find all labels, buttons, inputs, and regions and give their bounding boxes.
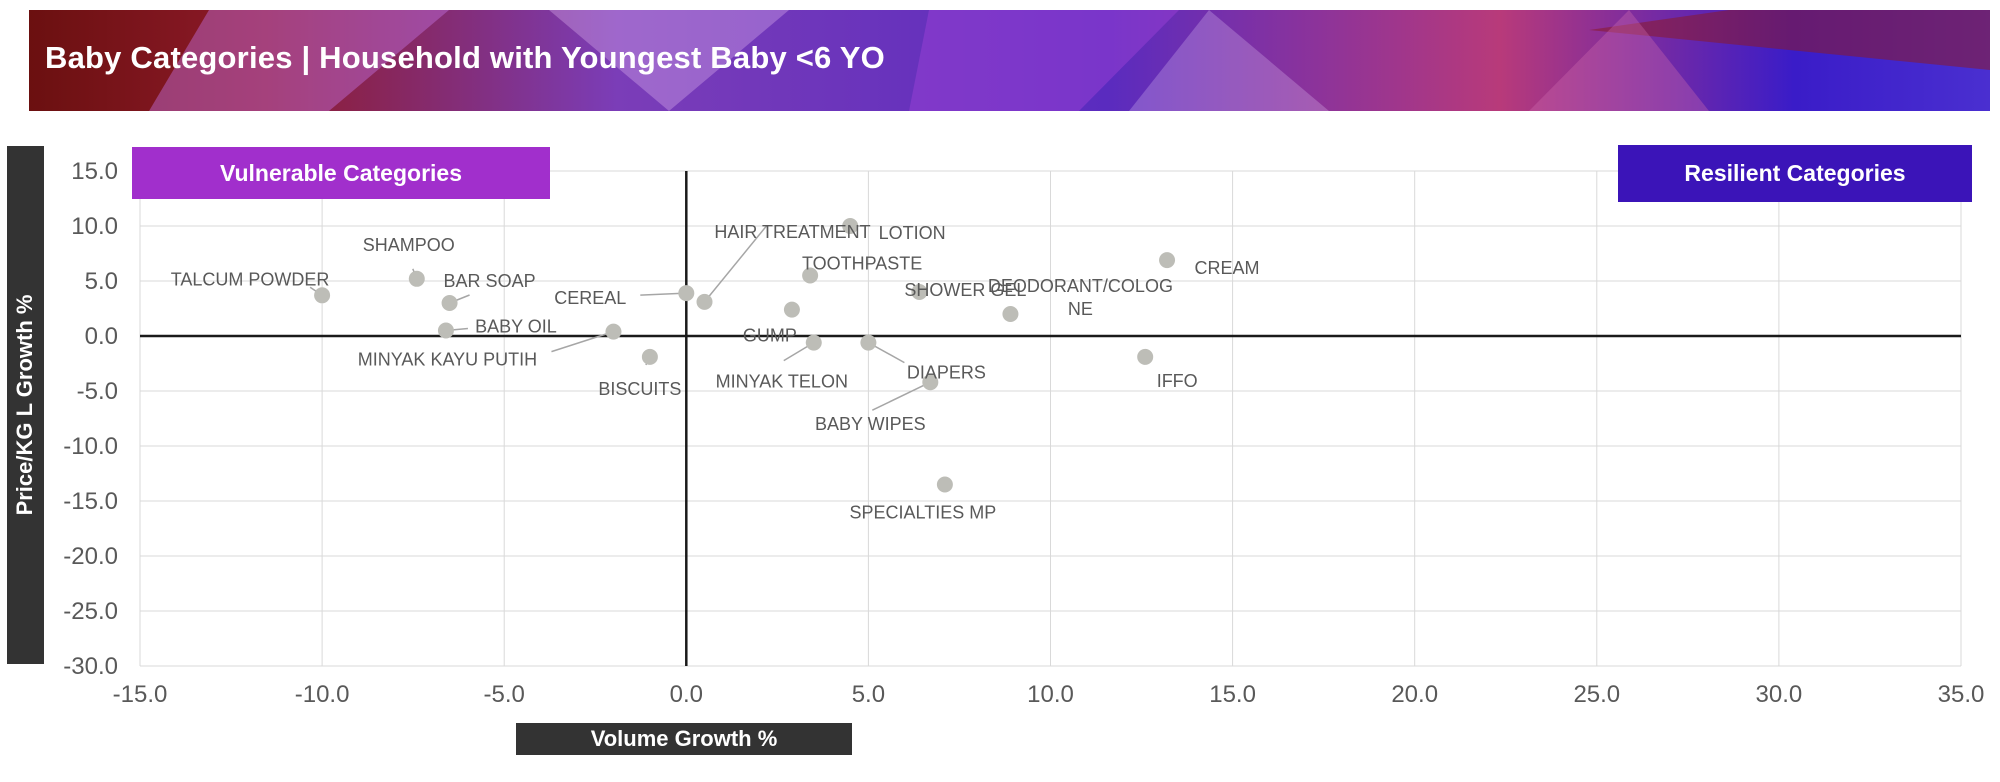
data-point (805, 334, 822, 351)
data-label: IFFO (1157, 371, 1198, 391)
y-tick-label: -30.0 (63, 653, 118, 680)
x-axis-label: Volume Growth % (516, 723, 852, 755)
data-point (842, 218, 859, 234)
y-tick-label: -15.0 (63, 488, 118, 515)
data-label: SPECIALTIES MP (850, 503, 997, 523)
banner-background (29, 10, 1990, 111)
data-label: GUMP (743, 326, 797, 346)
x-tick-label: 20.0 (1391, 681, 1438, 708)
data-label: MINYAK KAYU PUTIH (358, 350, 537, 370)
data-point (1137, 348, 1154, 365)
tick-labels: -15.0 -10.0 -5.0 0.0 5.0 10.0 15.0 20.0 25.0 30.0… (63, 158, 1984, 708)
data-point (860, 334, 877, 351)
data-label: TOOTHPASTE (802, 254, 922, 274)
data-label: BISCUITS (598, 379, 681, 399)
y-tick-label: -5.0 (77, 378, 118, 405)
x-tick-label: 10.0 (1027, 681, 1074, 708)
x-tick-label: 5.0 (852, 681, 885, 708)
y-tick-label: -25.0 (63, 598, 118, 625)
data-point (1159, 252, 1176, 269)
y-tick-label: 5.0 (85, 268, 118, 295)
leader-line (551, 330, 614, 353)
data-label: CREAM (1195, 258, 1260, 278)
x-tick-label: 35.0 (1938, 681, 1985, 708)
leader-line (703, 225, 768, 303)
data-label: BAR SOAP (444, 271, 536, 291)
data-point (437, 322, 454, 339)
data-label: TALCUM POWDER (171, 269, 330, 289)
leader-lines (309, 225, 931, 411)
data-label: LOTION (879, 223, 946, 243)
data-point (783, 301, 800, 318)
x-tick-label: -10.0 (295, 681, 350, 708)
data-point (605, 323, 622, 340)
header-banner: Baby Categories | Household with Younges… (29, 10, 1990, 111)
y-axis-label: Price/KG L Growth % (12, 294, 37, 516)
vulnerable-categories-label: Vulnerable Categories (132, 147, 550, 199)
data-label: DEODORANT/COLOG NE (988, 276, 1173, 319)
data-point (641, 348, 658, 365)
x-tick-label: 15.0 (1209, 681, 1256, 708)
data-label: BABY OIL (475, 317, 557, 337)
data-label: CEREAL (554, 288, 626, 308)
y-tick-label: 15.0 (71, 158, 118, 185)
data-label: SHOWER GEL (904, 280, 1026, 300)
y-tick-label: -10.0 (63, 433, 118, 460)
data-point (936, 476, 953, 493)
resilient-categories-label: Resilient Categories (1618, 145, 1972, 202)
y-tick-label: 10.0 (71, 213, 118, 240)
data-point (1002, 306, 1019, 322)
data-label: SHAMPOO (363, 235, 455, 255)
x-tick-label: 25.0 (1573, 681, 1620, 708)
x-tick-label: 0.0 (670, 681, 703, 708)
y-tick-label: 0.0 (85, 323, 118, 350)
x-tick-label: 30.0 (1756, 681, 1803, 708)
data-label: HAIR TREATMENT (714, 222, 870, 242)
data-point (441, 295, 458, 311)
data-label: DIAPERS (907, 363, 986, 383)
data-label: MINYAK TELON (716, 372, 848, 392)
data-point (696, 293, 713, 310)
data-point (678, 285, 695, 302)
data-point (408, 270, 425, 287)
data-point (314, 287, 331, 304)
data-labels: TALCUM POWDER SHAMPOO BAR SOAP BABY OIL MINY… (171, 222, 1260, 523)
leader-line (871, 381, 931, 411)
page-title: Baby Categories | Household with Younges… (45, 40, 885, 75)
x-tick-label: -15.0 (113, 681, 168, 708)
data-points (314, 218, 1176, 493)
y-tick-label: -20.0 (63, 543, 118, 570)
data-label: BABY WIPES (815, 414, 926, 434)
x-tick-label: -5.0 (484, 681, 525, 708)
data-point (802, 267, 819, 284)
y-axis-label-box (7, 146, 44, 664)
chart-grid (139, 170, 1962, 667)
data-point (911, 284, 928, 300)
data-point (922, 374, 939, 391)
